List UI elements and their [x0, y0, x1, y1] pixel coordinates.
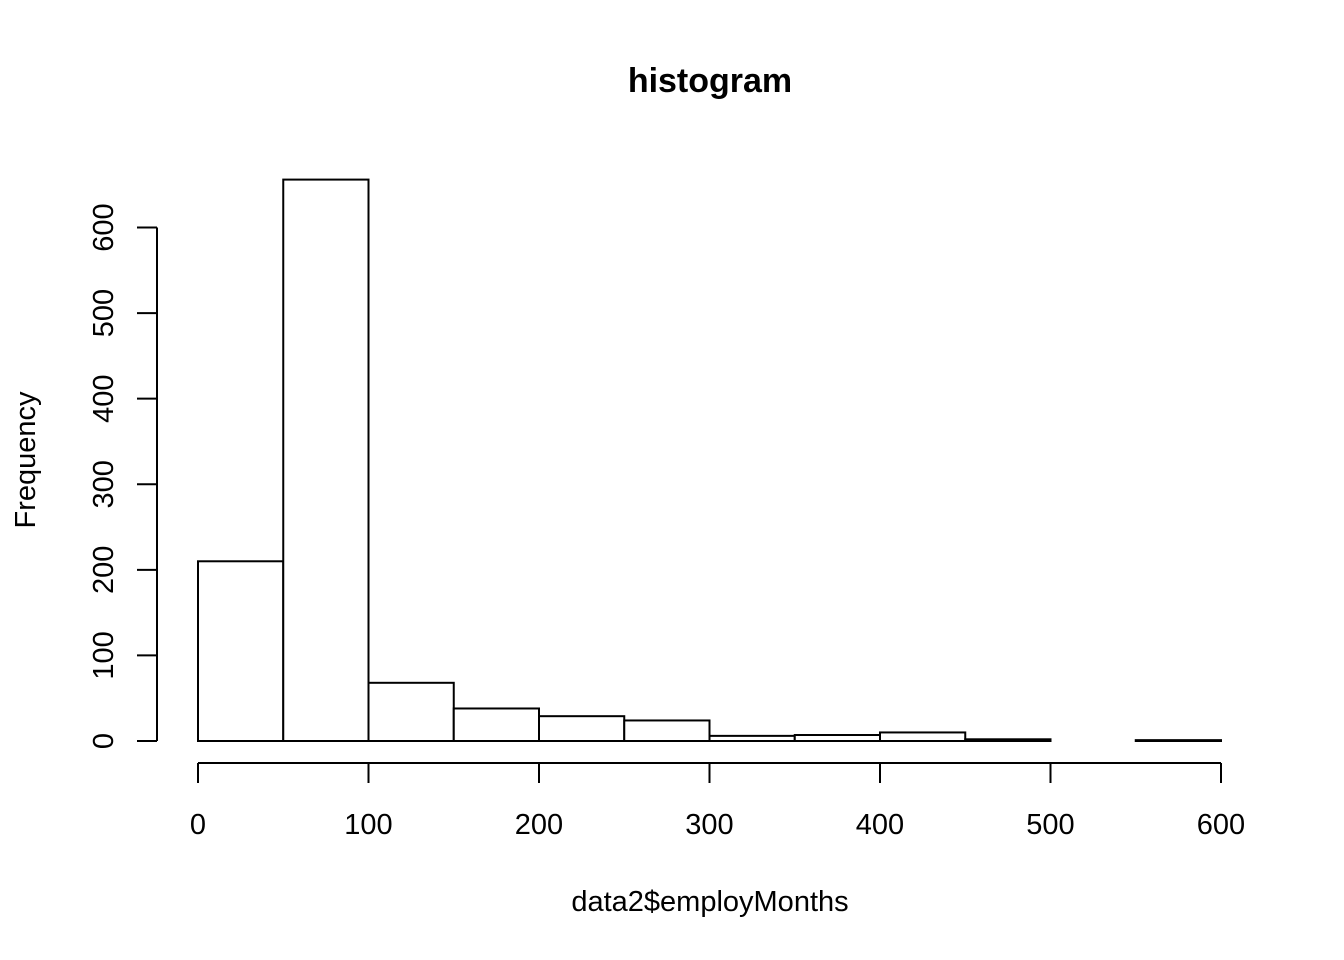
x-tick-label-6: 600: [1197, 809, 1245, 841]
histogram-bar-8: [879, 731, 967, 743]
y-axis-label: Frequency: [10, 391, 42, 529]
x-axis: 0 100 200 300 400 500 600: [190, 762, 1245, 841]
histogram-bar-1: [282, 178, 370, 742]
y-axis: 0 100 200 300 400 500 600: [88, 203, 158, 749]
x-tick-label-4: 400: [856, 809, 904, 841]
y-tick-label-4: 400: [88, 374, 120, 422]
histogram-bar-7: [793, 734, 881, 742]
y-tick-label-5: 500: [88, 289, 120, 337]
x-tick-label-2: 200: [515, 809, 563, 841]
x-tick-label-5: 500: [1026, 809, 1074, 841]
x-tick-label-1: 100: [344, 809, 392, 841]
histogram-bar-9: [964, 738, 1052, 742]
chart-title: histogram: [628, 62, 792, 100]
histogram-bar-11: [1134, 739, 1222, 743]
x-tick-label-0: 0: [190, 809, 206, 841]
histogram-bar-4: [538, 715, 626, 743]
y-tick-label-3: 300: [88, 460, 120, 508]
y-tick-label-1: 100: [88, 631, 120, 679]
y-tick-label-6: 600: [88, 203, 120, 251]
histogram-bar-2: [367, 681, 455, 743]
x-axis-label: data2$employMonths: [571, 886, 848, 918]
y-tick-label-2: 200: [88, 546, 120, 594]
histogram-bar-5: [623, 719, 711, 743]
bars-group: [197, 178, 1222, 743]
histogram-bar-3: [452, 707, 540, 743]
histogram-bar-6: [708, 734, 796, 742]
y-tick-label-0: 0: [88, 733, 120, 749]
histogram-bar-0: [197, 560, 285, 742]
x-tick-label-3: 300: [685, 809, 733, 841]
